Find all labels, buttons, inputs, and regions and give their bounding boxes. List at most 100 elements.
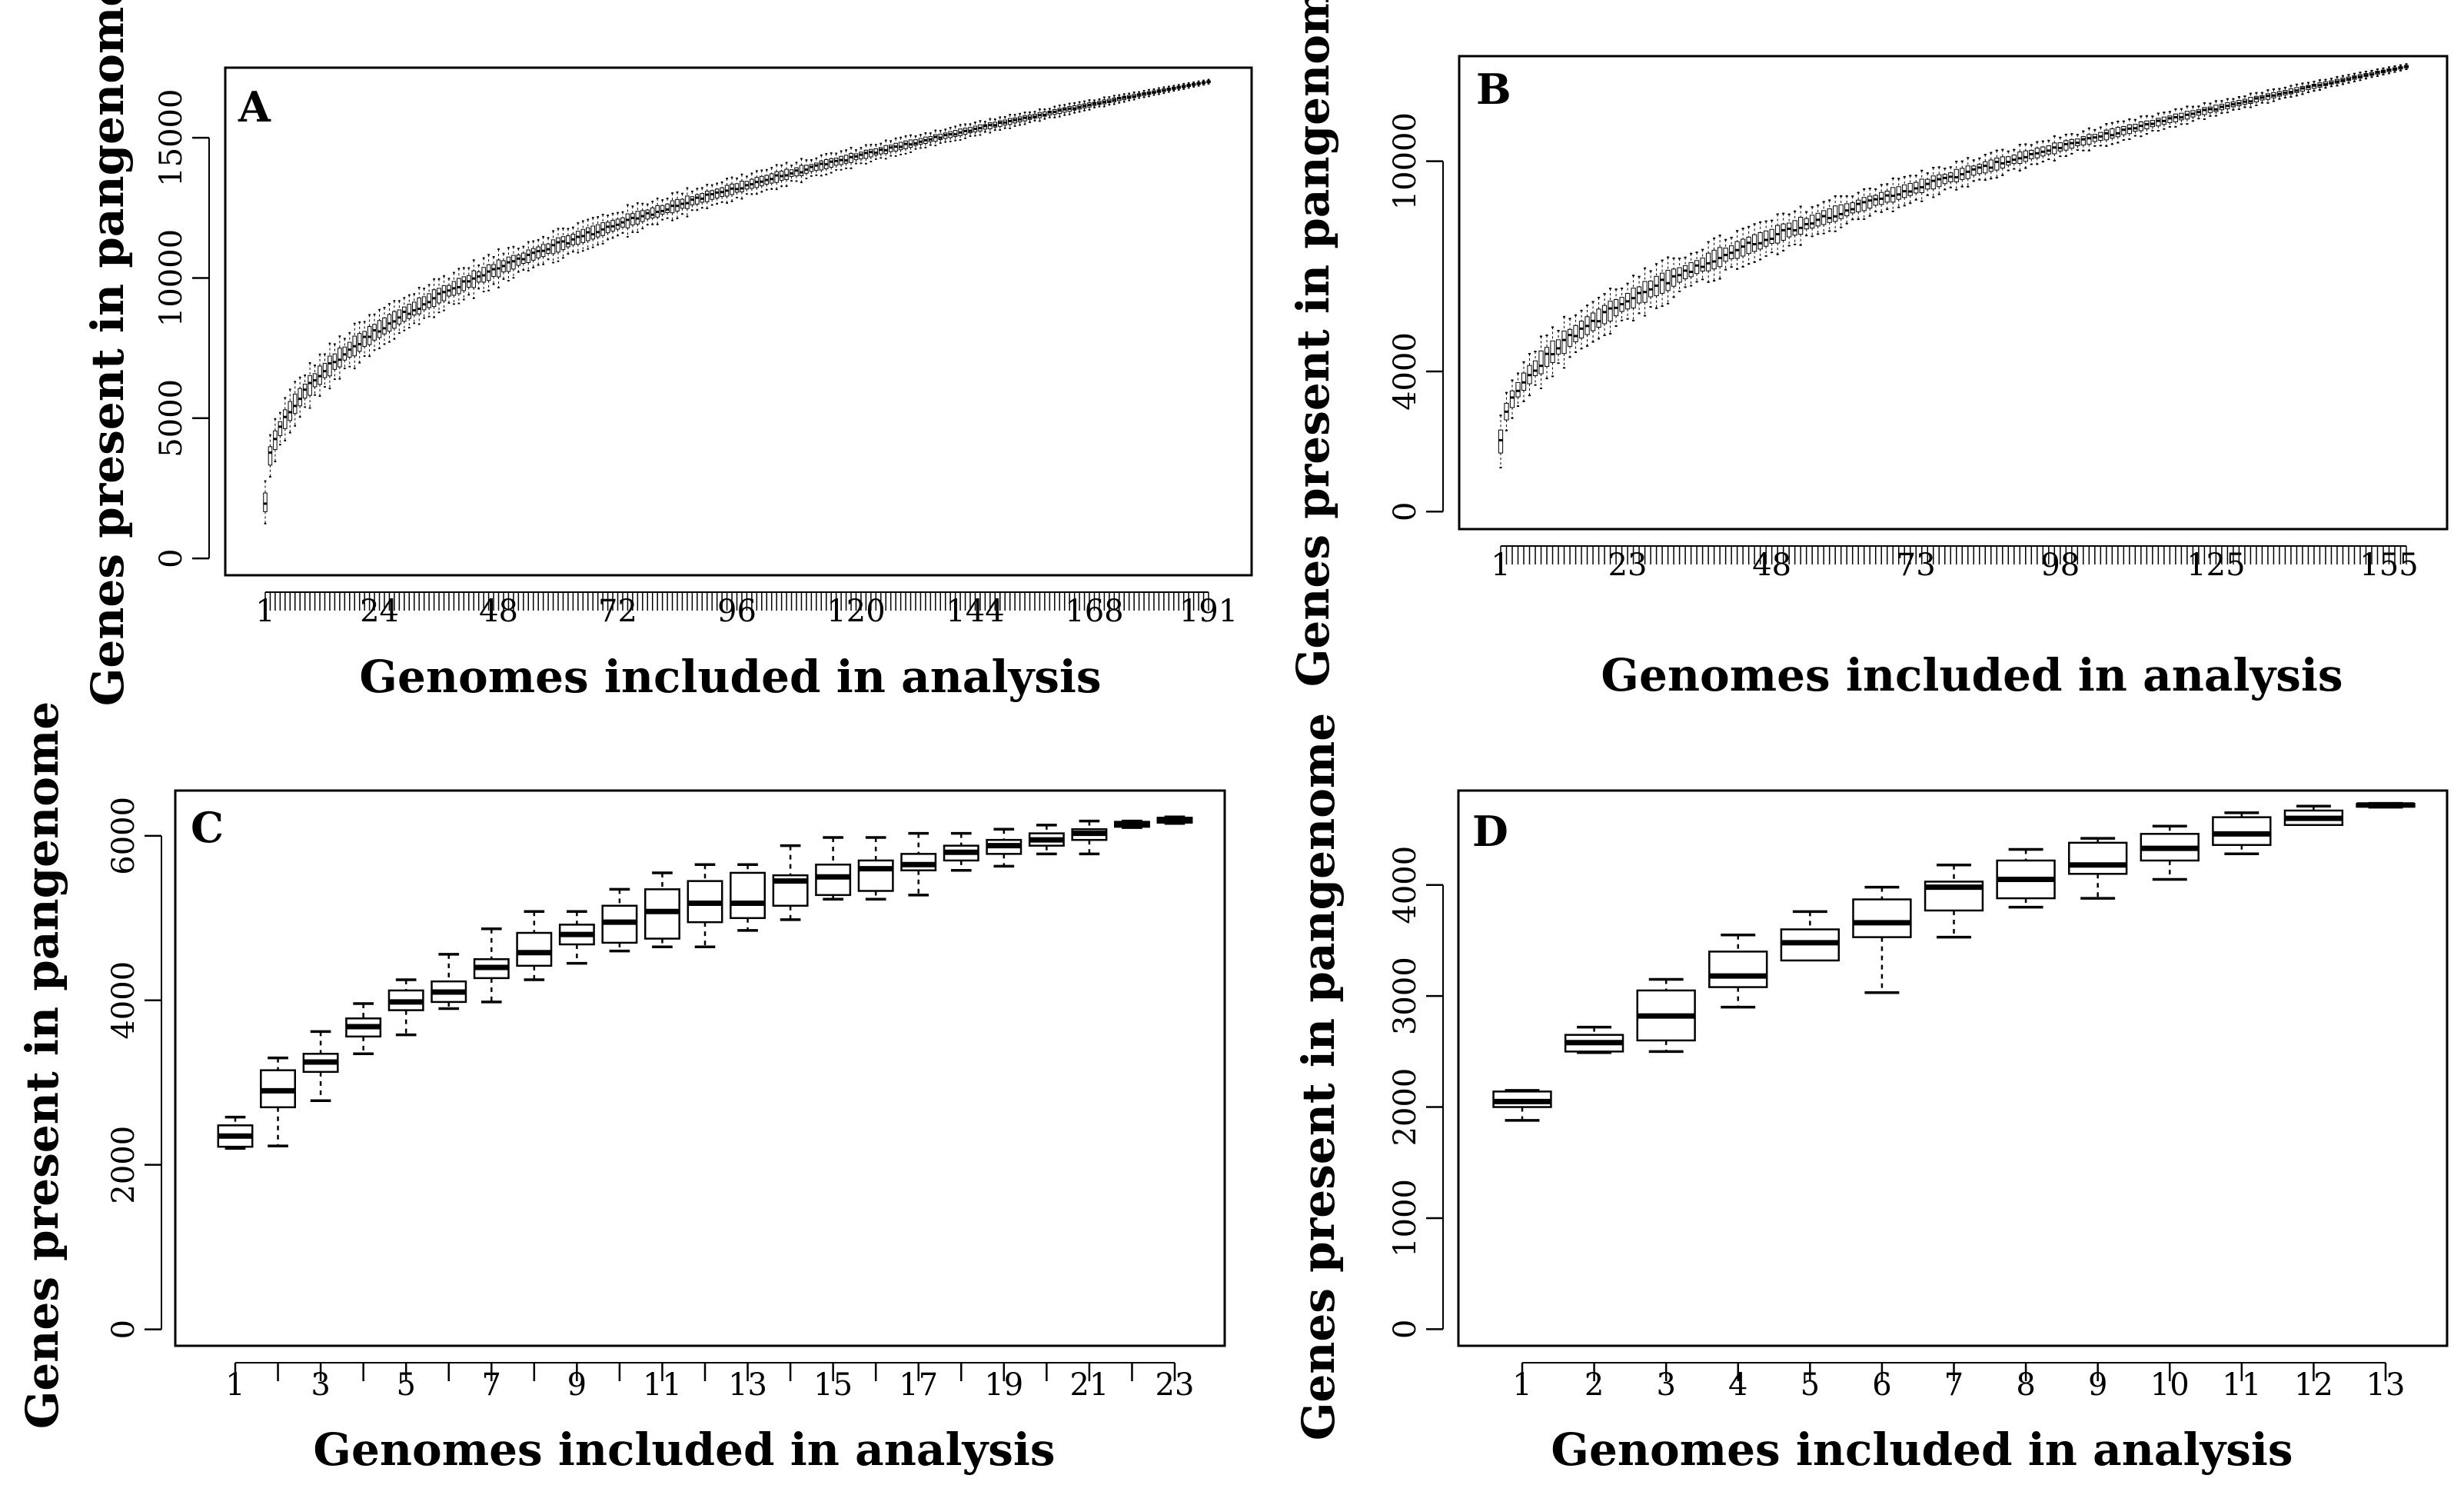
panel-b-x-tick-label: 155	[2359, 548, 2418, 583]
panel-b-box-body	[2103, 129, 2109, 141]
panel-a-box	[516, 248, 521, 273]
panel-a-box	[298, 376, 302, 418]
panel-a-box	[839, 150, 843, 171]
panel-a-box	[1032, 111, 1037, 122]
panel-a-box	[268, 434, 273, 478]
panel-a-box	[342, 338, 347, 370]
panel-a-box	[511, 245, 516, 279]
panel-a-box-body	[536, 246, 540, 258]
panel-a-box	[903, 135, 908, 155]
panel-a-box	[883, 139, 888, 160]
panel-b-box	[2196, 105, 2202, 120]
panel-b-box-body	[1757, 231, 1763, 250]
panel-b-box-body	[1596, 308, 1601, 328]
panel-b-box-body	[1781, 223, 1786, 241]
panel-c-y-tick-label: 0	[106, 1320, 141, 1339]
panel-a-box	[1107, 96, 1112, 106]
panel-a-box	[1017, 112, 1023, 126]
panel-a-box	[700, 187, 705, 209]
panel-d-frame	[1457, 789, 2449, 1347]
panel-a-box	[1112, 95, 1117, 105]
panel-a-box	[779, 164, 784, 188]
panel-b-box	[2323, 78, 2329, 89]
panel-d-box	[2212, 811, 2272, 856]
panel-a-box	[660, 199, 665, 221]
panel-b-box-body	[1954, 168, 1959, 182]
panel-b-box-body	[1711, 249, 1717, 270]
panel-d-box	[2283, 804, 2344, 827]
panel-a-box	[695, 188, 700, 211]
panel-b-box	[1804, 211, 1809, 237]
panel-b-box	[1954, 160, 1959, 191]
panel-a-box	[431, 278, 437, 318]
panel-b-x-tick-label: 1	[1491, 548, 1510, 583]
panel-b-box	[1988, 151, 1993, 180]
panel-a-box-body	[302, 383, 308, 399]
panel-c-y-tick-label: 4000	[106, 961, 141, 1040]
panel-c-box-body	[815, 864, 852, 897]
panel-d-x-tick-label: 12	[2294, 1367, 2333, 1403]
panel-b-box-body	[1861, 197, 1867, 211]
panel-b-box-body	[1538, 350, 1544, 375]
panel-a-box-body	[278, 421, 283, 437]
panel-c-x-tick-label: 11	[643, 1367, 682, 1403]
panel-a-box-body	[829, 158, 833, 168]
panel-b-box	[1584, 304, 1590, 347]
panel-a-box-body	[550, 239, 556, 255]
panel-c-box	[1071, 819, 1108, 856]
panel-a-box	[913, 135, 918, 150]
panel-a-ylabel: Genes present in pangenome	[81, 0, 134, 706]
panel-a-box	[784, 161, 789, 188]
panel-a-box	[879, 142, 883, 159]
panel-b-box	[1631, 275, 1636, 321]
panel-b-box-body	[1700, 257, 1705, 271]
panel-a-box	[496, 248, 501, 288]
panel-c-x-tick-label: 3	[311, 1367, 330, 1403]
panel-b-box	[1654, 263, 1659, 309]
panel-a-box	[1087, 99, 1092, 111]
panel-a-x-tick-label: 48	[479, 594, 518, 629]
panel-a-box	[367, 314, 372, 358]
panel-c-box-body	[857, 859, 894, 892]
panel-a-box	[278, 411, 283, 446]
panel-a-box-body	[411, 301, 417, 316]
panel-a-box-body	[402, 306, 407, 322]
panel-d-box	[2356, 801, 2416, 809]
panel-b-box-body	[1977, 164, 1982, 175]
panel-a-box	[685, 187, 690, 218]
panel-c-box	[302, 1030, 339, 1103]
panel-b-box	[2288, 85, 2294, 98]
panel-a-box	[427, 284, 431, 318]
panel-a-box	[760, 169, 764, 193]
panel-d-box	[1708, 933, 1768, 1009]
panel-a-box	[441, 275, 447, 311]
panel-b-box	[1983, 154, 1988, 181]
panel-b-box	[1821, 201, 1827, 235]
panel-a-box	[730, 176, 734, 202]
panel-b-box-body	[2115, 127, 2120, 138]
panel-b-box	[1567, 318, 1573, 358]
panel-a-box	[332, 343, 338, 381]
panel-b-box	[1682, 256, 1688, 288]
panel-a-box	[769, 167, 774, 190]
panel-b-box	[2242, 95, 2248, 108]
panel-d-y-tick-label: 3000	[1388, 957, 1423, 1035]
panel-a-box	[809, 158, 814, 177]
panel-b-box-body	[1838, 204, 1844, 219]
panel-b-box-body	[1694, 260, 1700, 275]
panel-a-box-body	[819, 160, 824, 171]
panel-c-box	[900, 831, 937, 897]
panel-b-box	[1937, 166, 1942, 195]
panel-b-box-body	[1705, 252, 1711, 271]
panel-a-box-body	[650, 207, 655, 218]
panel-a-box	[993, 118, 998, 132]
panel-a-box	[888, 140, 893, 157]
panel-b-box-body	[1665, 269, 1671, 291]
panel-a-box	[530, 240, 536, 268]
panel-b-y-tick-label: 4000	[1388, 332, 1423, 411]
panel-c-x-tick-label: 5	[396, 1367, 415, 1403]
panel-a-box	[402, 297, 407, 331]
panel-b-box	[2110, 122, 2115, 145]
panel-a-box	[312, 365, 318, 396]
panel-b-box-body	[2080, 136, 2086, 146]
